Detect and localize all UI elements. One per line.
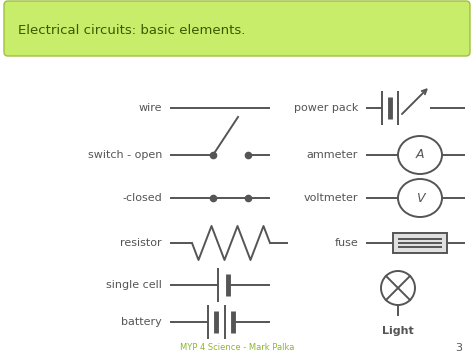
Text: fuse: fuse (334, 238, 358, 248)
Text: power pack: power pack (293, 103, 358, 113)
Text: MYP 4 Science - Mark Palka: MYP 4 Science - Mark Palka (180, 344, 294, 353)
Bar (393, 233, 447, 253)
Text: switch - open: switch - open (88, 150, 162, 160)
Text: V: V (416, 191, 424, 204)
Text: Light: Light (382, 326, 414, 336)
Text: resistor: resistor (120, 238, 162, 248)
Text: 3: 3 (455, 343, 462, 353)
Text: battery: battery (121, 317, 162, 327)
Text: ammeter: ammeter (307, 150, 358, 160)
Text: single cell: single cell (106, 280, 162, 290)
Text: A: A (416, 148, 424, 162)
Text: Electrical circuits: basic elements.: Electrical circuits: basic elements. (18, 24, 246, 38)
Text: voltmeter: voltmeter (303, 193, 358, 203)
FancyBboxPatch shape (4, 1, 470, 56)
Text: wire: wire (138, 103, 162, 113)
Text: -closed: -closed (122, 193, 162, 203)
